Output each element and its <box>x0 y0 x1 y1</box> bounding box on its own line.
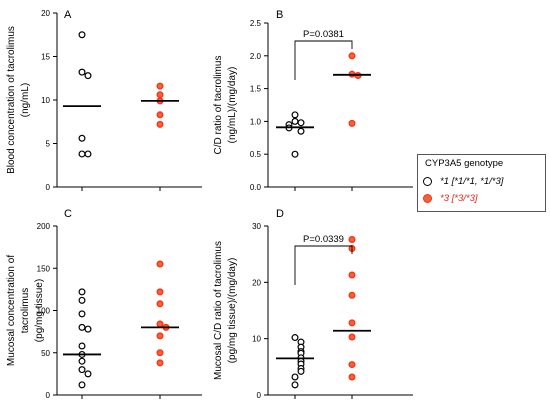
data-point-D-1-6 <box>348 361 356 369</box>
y-tick-label-C-2: 100 <box>37 307 51 316</box>
legend-label-wild: *1 [*1/*1, *1/*3] <box>440 176 504 187</box>
y-tick-label-A-4: 20 <box>41 9 50 18</box>
data-point-B-0-1 <box>291 117 299 125</box>
y-tick-label-A-2: 10 <box>41 96 50 105</box>
y-tick-label-B-5: 2.5 <box>250 19 262 28</box>
data-point-C-0-0 <box>78 288 86 296</box>
data-point-A-0-3 <box>78 134 86 142</box>
data-point-A-1-3 <box>156 111 164 119</box>
data-point-B-0-2 <box>297 119 305 127</box>
y-axis-label-C-2: (pg/mg tissue) <box>34 279 45 342</box>
panel-letter-B: B <box>276 9 283 21</box>
data-point-C-1-7 <box>156 359 164 367</box>
data-point-A-1-1 <box>156 91 164 99</box>
data-point-A-0-0 <box>78 31 86 39</box>
y-tick-label-B-0: 0.0 <box>250 183 262 192</box>
y-axis-label-C-1: tacrolimus <box>20 288 31 334</box>
panel-letter-D: D <box>276 208 284 220</box>
data-point-C-0-10 <box>78 381 86 389</box>
p-value-label-D: P=0.0339 <box>303 234 344 245</box>
data-point-D-0-0 <box>291 334 299 342</box>
panel-letter-A: A <box>64 9 72 21</box>
data-point-C-1-2 <box>156 300 164 308</box>
data-point-C-0-9 <box>84 370 92 378</box>
y-tick-label-A-3: 15 <box>41 53 50 62</box>
data-point-C-0-3 <box>78 323 86 331</box>
data-point-D-0-11 <box>291 381 299 389</box>
y-tick-label-B-2: 1.0 <box>250 117 262 126</box>
data-point-D-0-9 <box>297 367 305 375</box>
y-axis-label-B-1: (ng/mL)/(mg/day) <box>227 67 238 144</box>
data-point-C-0-1 <box>78 296 86 304</box>
y-tick-label-D-1: 10 <box>252 335 261 344</box>
y-tick-label-B-4: 2.0 <box>250 52 262 61</box>
legend-title: CYP3A5 genotype <box>425 158 504 169</box>
data-point-C-1-1 <box>156 288 164 296</box>
y-tick-label-C-4: 200 <box>37 222 51 231</box>
y-tick-label-B-1: 0.5 <box>250 150 262 159</box>
panel-letter-C: C <box>64 208 72 220</box>
y-tick-label-B-3: 1.5 <box>250 85 262 94</box>
data-point-C-0-2 <box>78 310 86 318</box>
p-value-label-B: P=0.0381 <box>303 29 344 40</box>
data-point-C-1-3 <box>156 320 164 328</box>
y-axis-label-C-0: Mucosal concentration of <box>6 255 17 366</box>
y-axis-label-D-0: Mucosal C/D ratio of tacrolimus <box>213 241 224 380</box>
y-tick-label-A-0: 0 <box>46 183 51 192</box>
data-point-C-1-6 <box>156 349 164 357</box>
data-point-A-0-1 <box>78 68 86 76</box>
data-point-D-1-3 <box>348 291 356 299</box>
data-point-B-1-0 <box>348 52 356 60</box>
data-point-C-1-0 <box>156 260 164 268</box>
data-point-B-1-3 <box>348 119 356 127</box>
y-axis-label-D-1: (pg/mg tissue)/(mg/day) <box>227 258 238 364</box>
data-point-D-0-10 <box>291 373 299 381</box>
y-tick-label-A-1: 5 <box>46 140 51 149</box>
y-tick-label-C-1: 50 <box>41 349 50 358</box>
data-point-D-1-5 <box>348 333 356 341</box>
data-point-B-0-5 <box>297 127 305 135</box>
y-axis-label-A-1: (ng/mL) <box>20 83 31 117</box>
legend: CYP3A5 genotype *1 [*1/*1, *1/*3] *3 [*3… <box>417 154 546 212</box>
data-point-C-0-8 <box>78 366 86 374</box>
y-axis-label-A-0: Blood concentration of tacrolimus <box>6 26 17 174</box>
legend-item-wild: *1 [*1/*1, *1/*3] <box>423 176 503 187</box>
data-point-C-0-7 <box>78 357 86 365</box>
data-point-A-0-5 <box>84 150 92 158</box>
data-point-C-1-5 <box>156 332 164 340</box>
y-tick-label-C-3: 150 <box>37 264 51 273</box>
data-point-B-0-0 <box>291 111 299 119</box>
data-point-D-1-0 <box>348 236 356 244</box>
y-tick-label-D-0: 0 <box>257 391 262 400</box>
significance-bracket-D <box>294 245 353 285</box>
significance-bracket-B <box>294 40 353 80</box>
data-point-C-0-4 <box>84 325 92 333</box>
data-point-A-0-4 <box>78 150 86 158</box>
data-point-D-1-4 <box>348 319 356 327</box>
data-point-A-1-0 <box>156 82 164 90</box>
data-point-D-1-7 <box>348 373 356 381</box>
data-point-D-1-2 <box>348 271 356 279</box>
y-tick-label-C-0: 0 <box>46 391 51 400</box>
open-circle-icon <box>423 177 432 186</box>
data-point-A-1-4 <box>156 120 164 128</box>
data-point-A-0-2 <box>84 72 92 80</box>
data-point-B-0-6 <box>291 150 299 158</box>
legend-item-mutant: *3 [*3/*3] <box>423 193 478 204</box>
y-tick-label-D-2: 20 <box>252 278 261 287</box>
y-tick-label-D-3: 30 <box>252 222 261 231</box>
y-axis-label-B-0: C/D ratio of tacrolimus <box>213 56 224 155</box>
legend-label-mutant: *3 [*3/*3] <box>440 193 478 204</box>
filled-circle-icon <box>423 194 432 203</box>
data-point-C-0-5 <box>78 342 86 350</box>
